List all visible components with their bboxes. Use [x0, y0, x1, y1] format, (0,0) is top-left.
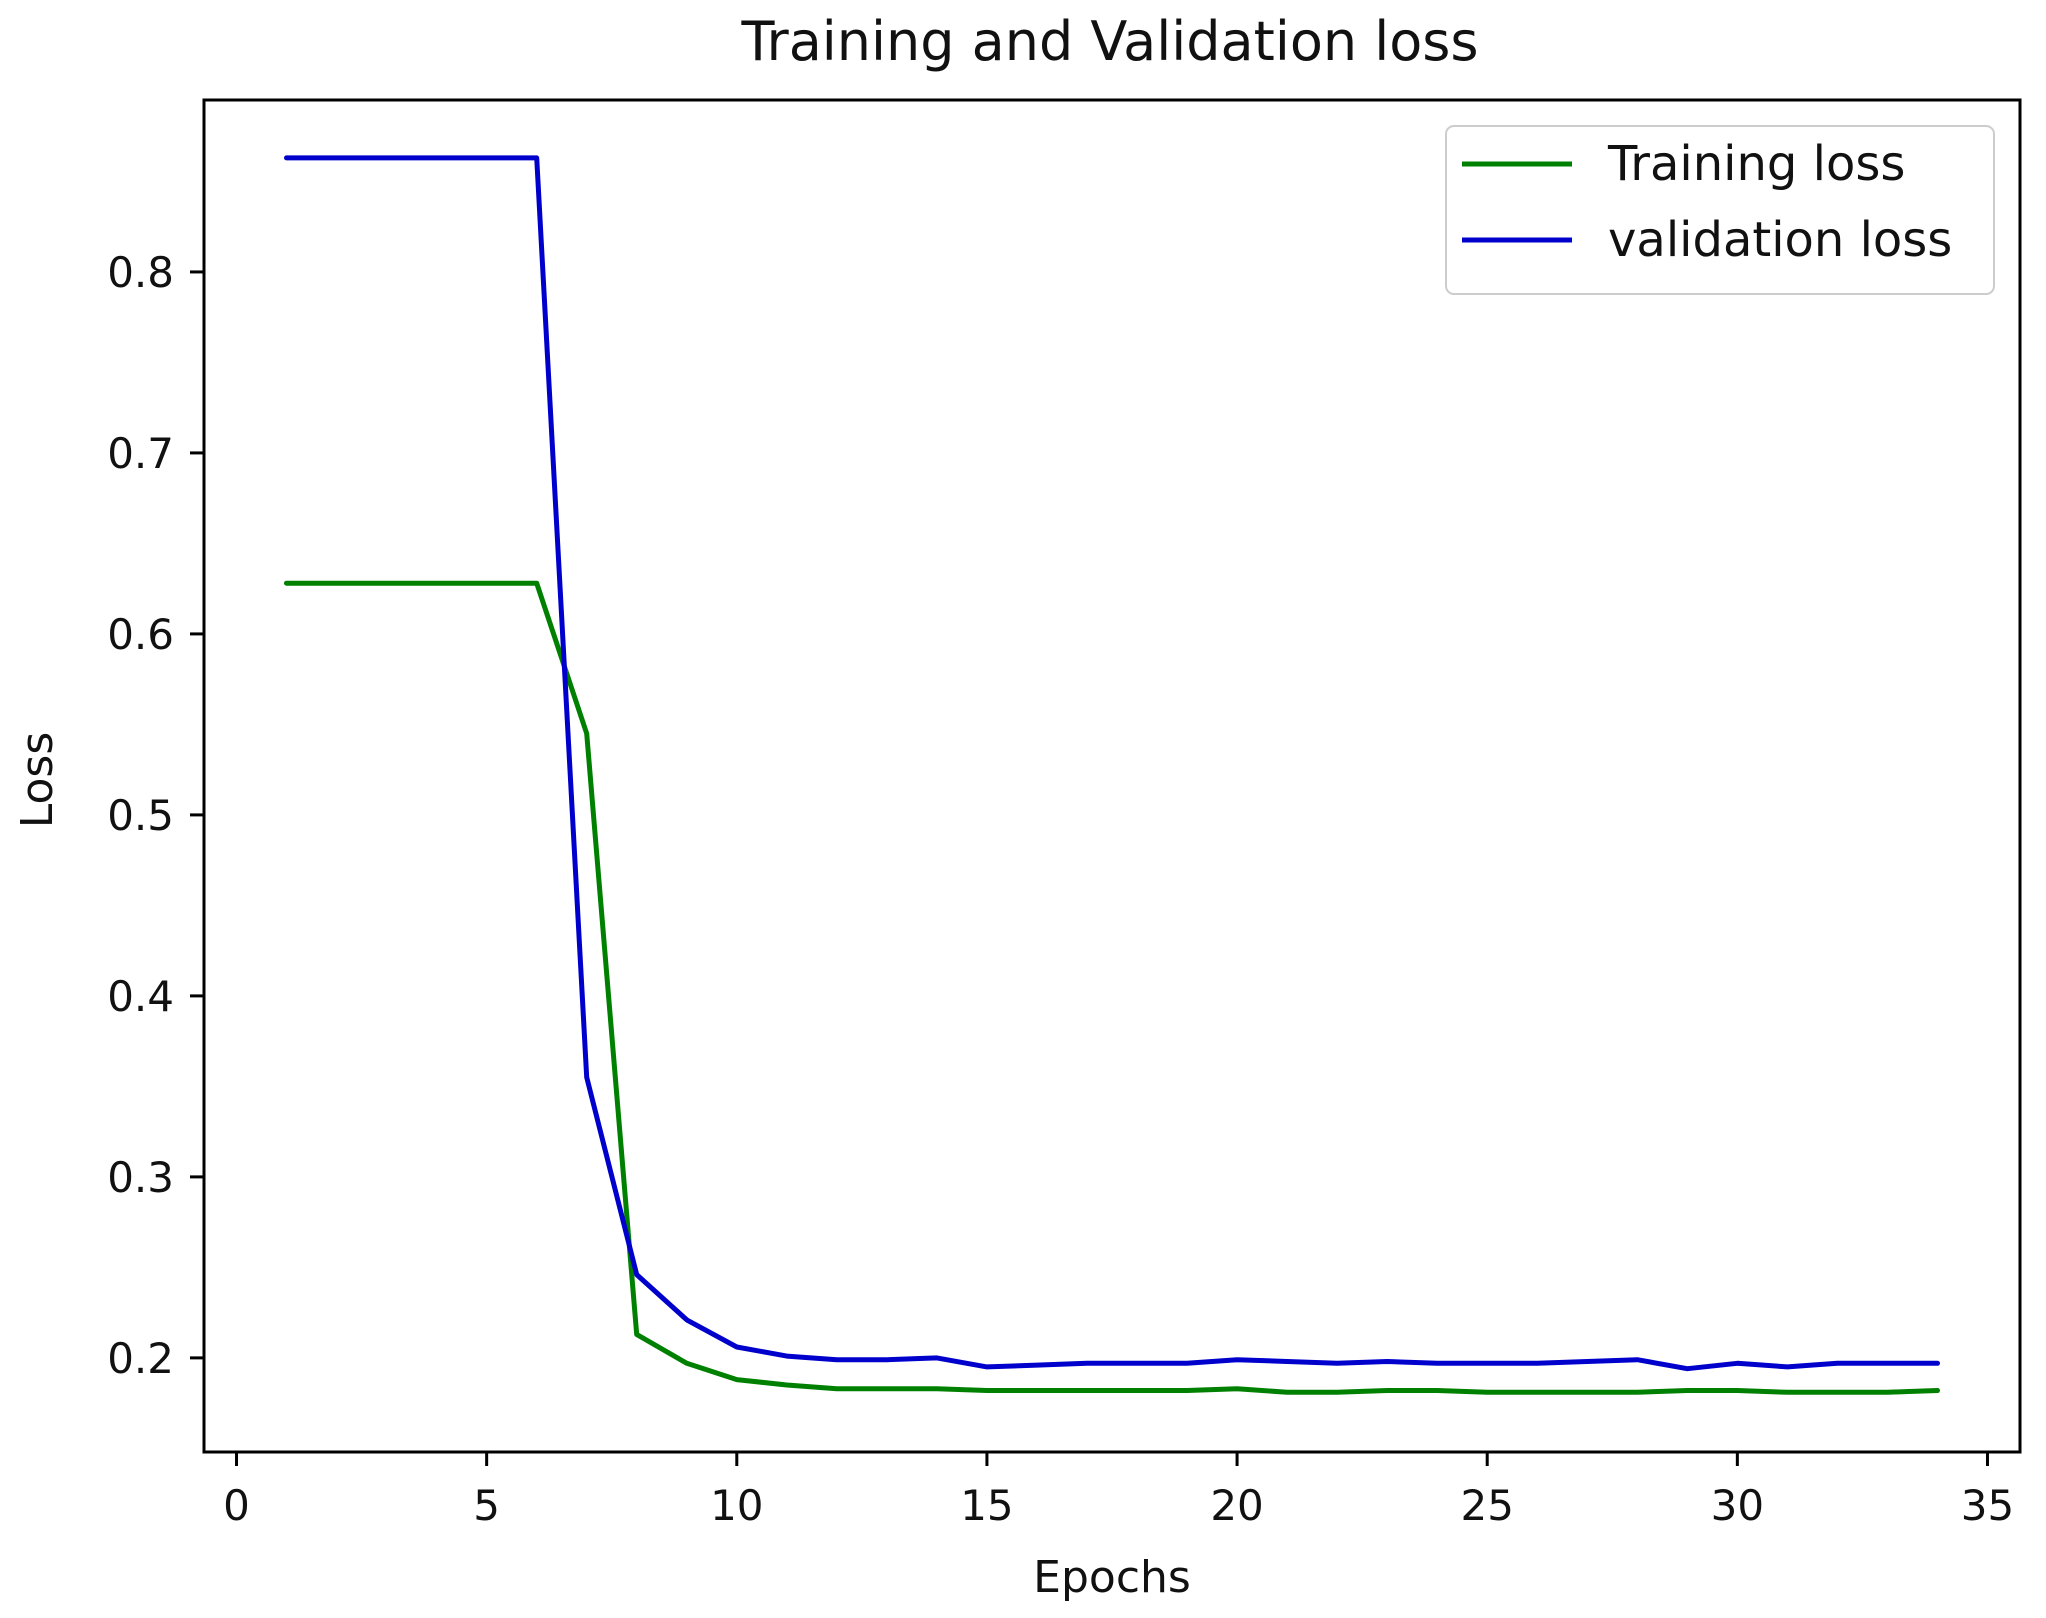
y-axis-title: Loss: [12, 732, 63, 829]
y-tick-label: 0.2: [107, 1334, 174, 1383]
y-axis: 0.2 0.3 0.4 0.5 0.6 0.7 0.8: [107, 248, 204, 1383]
y-tick-label: 0.6: [107, 610, 174, 659]
legend-box: [1445, 125, 1995, 295]
y-tick-label: 0.7: [107, 429, 174, 478]
x-tick-label: 0: [223, 1481, 250, 1530]
x-tick-label: 25: [1460, 1481, 1513, 1530]
legend-label-validation-loss: validation loss: [1608, 212, 1952, 268]
x-tick-label: 30: [1711, 1481, 1764, 1530]
x-tick-label: 10: [710, 1481, 763, 1530]
y-tick-label: 0.3: [107, 1153, 174, 1202]
x-axis: 0 5 10 15 20 25 30 35: [223, 1452, 2014, 1530]
x-tick-label: 35: [1961, 1481, 2014, 1530]
plot-area-frame: [202, 98, 2022, 1454]
x-tick-label: 15: [960, 1481, 1013, 1530]
x-tick-label: 5: [473, 1481, 500, 1530]
y-tick-label: 0.8: [107, 248, 174, 297]
legend-label-training-loss: Training loss: [1607, 136, 1905, 192]
chart-title: Training and Validation loss: [740, 10, 1478, 73]
x-axis-title: Epochs: [1033, 1552, 1191, 1603]
y-tick-label: 0.5: [107, 791, 174, 840]
series-line-validation-loss: [284, 155, 1940, 1372]
y-tick-label: 0.4: [107, 972, 174, 1021]
series-layer: [284, 155, 1940, 1395]
legend: Training loss validation loss: [1445, 125, 1995, 295]
x-tick-label: 20: [1210, 1481, 1263, 1530]
